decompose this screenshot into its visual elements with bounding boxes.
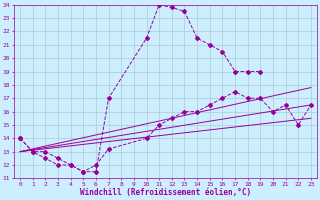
X-axis label: Windchill (Refroidissement éolien,°C): Windchill (Refroidissement éolien,°C) [80,188,251,197]
